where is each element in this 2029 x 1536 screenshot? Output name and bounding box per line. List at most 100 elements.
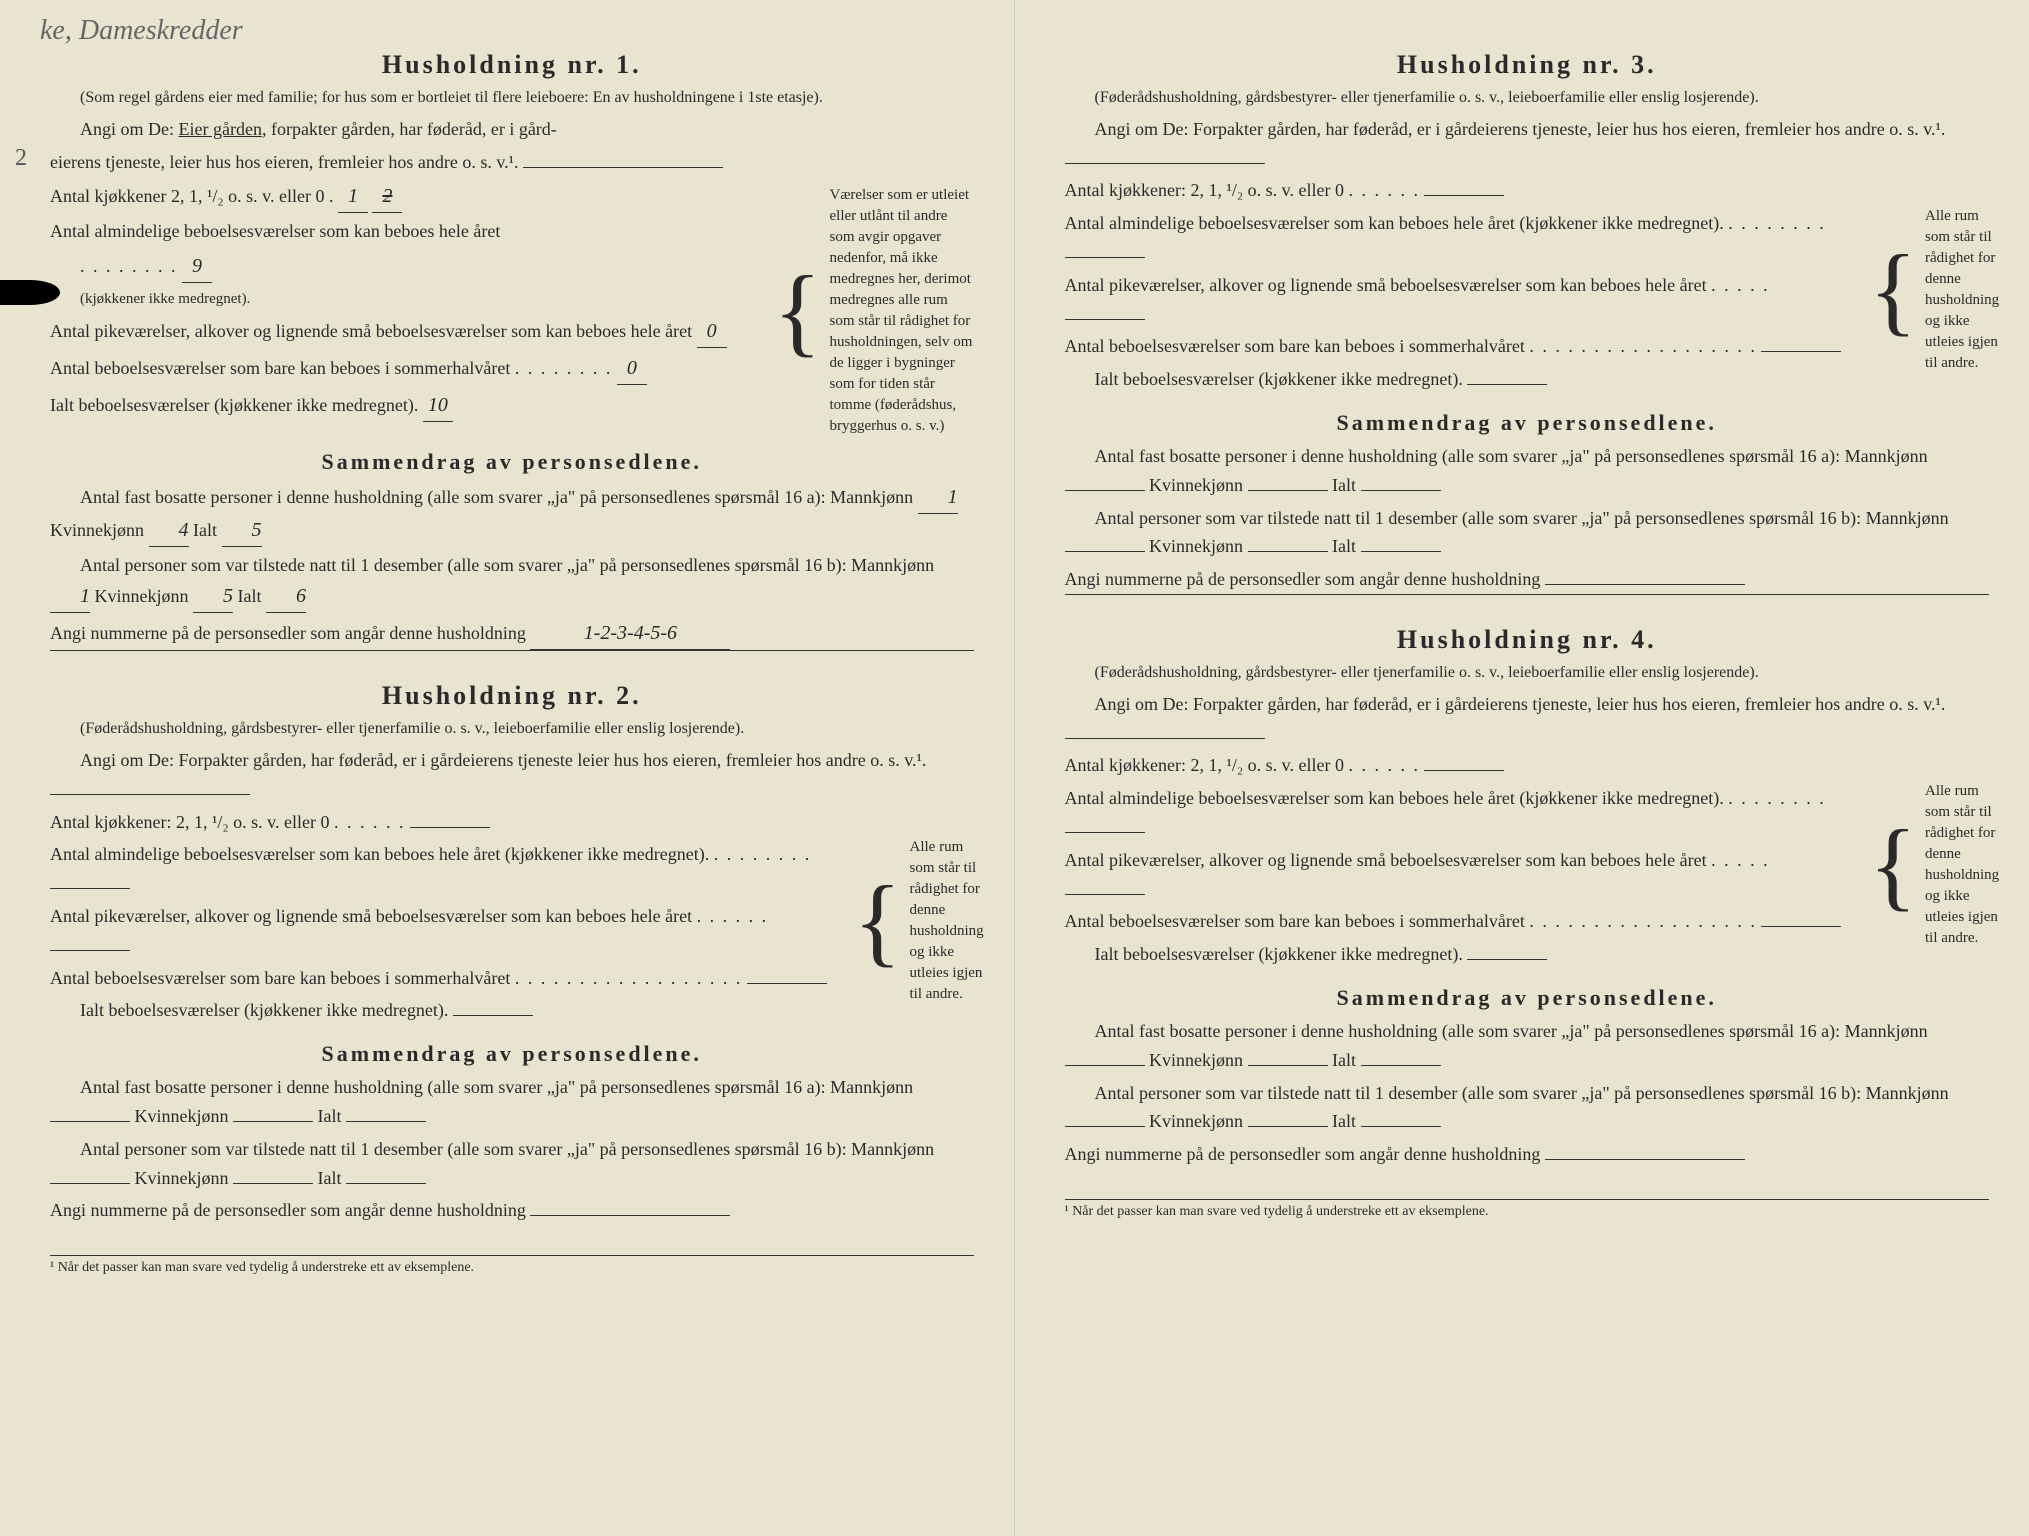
kj-dots-4: . . . . . . bbox=[1348, 755, 1420, 775]
fast-3: Antal fast bosatte personer i denne hush… bbox=[1065, 442, 1990, 500]
sommer-3: Antal beboelsesværelser som bare kan beb… bbox=[1065, 332, 1850, 361]
angi-num-fill-4 bbox=[1545, 1159, 1745, 1160]
fast-k-label: Kvinnekjønn bbox=[50, 520, 144, 540]
angi-num-label-2: Angi nummerne på de personsedler som ang… bbox=[50, 1200, 526, 1220]
alm-4: Antal almindelige beboelsesværelser som … bbox=[1065, 784, 1850, 842]
household-4-angi: Angi om De: Forpakter gården, har føderå… bbox=[1065, 690, 1990, 748]
household-1-angi: Angi om De: Eier gården, forpakter gårde… bbox=[50, 115, 974, 144]
tilstede-ialt-3 bbox=[1361, 551, 1441, 552]
alm-label-2: Antal almindelige beboelsesværelser som … bbox=[50, 844, 709, 864]
angi-num-4: Angi nummerne på de personsedler som ang… bbox=[1065, 1140, 1990, 1169]
tilstede-label-2: Antal personer som var tilstede natt til… bbox=[80, 1139, 934, 1159]
angi-text-2: Forpakter gården, har føderåd, er i gård… bbox=[179, 750, 927, 770]
angi-num-fill-3 bbox=[1545, 584, 1745, 585]
brace-icon-2: { bbox=[854, 896, 902, 946]
fast-k-4 bbox=[1248, 1065, 1328, 1066]
tilstede-k-2 bbox=[233, 1183, 313, 1184]
ialt-label-3b: Ialt bbox=[1332, 536, 1356, 556]
fast-4: Antal fast bosatte personer i denne hush… bbox=[1065, 1017, 1990, 1075]
kv-label-3: Kvinnekjønn bbox=[1149, 536, 1243, 556]
side-note-text-3: Alle rum som står til rådighet for denne… bbox=[1925, 206, 1999, 374]
sommer-4: Antal beboelsesværelser som bare kan beb… bbox=[1065, 907, 1850, 936]
kv-label: Kvinnekjønn bbox=[95, 586, 189, 606]
angi-prefix-2: Angi om De: bbox=[80, 750, 174, 770]
summary-title-3: Sammendrag av personsedlene. bbox=[1065, 410, 1990, 436]
alm-2: Antal almindelige beboelsesværelser som … bbox=[50, 840, 834, 898]
angi-num-3: Angi nummerne på de personsedler som ang… bbox=[1065, 565, 1990, 595]
tilstede-4: Antal personer som var tilstede natt til… bbox=[1065, 1079, 1990, 1137]
angi-fill bbox=[523, 167, 723, 168]
pike-label-2: Antal pikeværelser, alkover og lignende … bbox=[50, 906, 692, 926]
angi-underline: Eier gården bbox=[179, 119, 262, 139]
sommer-label-3: Antal beboelsesværelser som bare kan beb… bbox=[1065, 336, 1525, 356]
alm-fill-3 bbox=[1065, 257, 1145, 258]
side-note-1: { Værelser som er utleiet eller utlånt t… bbox=[774, 180, 974, 437]
kjokken-2: Antal kjøkkener: 2, 1, ¹/₂ o. s. v. elle… bbox=[50, 808, 834, 837]
side-note-text-2: Alle rum som står til rådighet for denne… bbox=[910, 837, 984, 1005]
kj-dots-2: . . . . . . bbox=[334, 812, 406, 832]
brace-icon-3: { bbox=[1869, 265, 1917, 315]
ialt-label-2b: Ialt bbox=[318, 1168, 342, 1188]
household-1: Husholdning nr. 1. (Som regel gårdens ei… bbox=[50, 50, 974, 651]
alm-fill-4 bbox=[1065, 832, 1145, 833]
summary-title-2: Sammendrag av personsedlene. bbox=[50, 1041, 974, 1067]
sommer-dots-4: . . . . . . . . . . . . . . . . . . bbox=[1529, 911, 1757, 931]
fi-label-3: Ialt bbox=[1332, 475, 1356, 495]
household-4-title: Husholdning nr. 4. bbox=[1065, 625, 1990, 655]
sommer-dots-2: . . . . . . . . . . . . . . . . . . bbox=[515, 968, 743, 988]
ialt-3: Ialt beboelsesværelser (kjøkkener ikke m… bbox=[1065, 365, 1850, 394]
ialt-label-3: Ialt beboelsesværelser (kjøkkener ikke m… bbox=[1095, 369, 1463, 389]
rooms-left-4: Antal kjøkkener: 2, 1, ¹/₂ o. s. v. elle… bbox=[1065, 751, 1850, 973]
fast-label: Antal fast bosatte personer i denne hush… bbox=[80, 487, 913, 507]
tilstede-m-2 bbox=[50, 1183, 130, 1184]
fk-label-2: Kvinnekjønn bbox=[135, 1106, 229, 1126]
ialt-val: 10 bbox=[423, 389, 453, 422]
alm-label: Antal almindelige beboelsesværelser som … bbox=[50, 221, 500, 241]
kjokken-strike: 2 bbox=[372, 180, 402, 213]
angi-num-label: Angi nummerne på de personsedler som ang… bbox=[50, 623, 526, 643]
fast-label-4: Antal fast bosatte personer i denne hush… bbox=[1095, 1021, 1928, 1041]
kj-fill-3 bbox=[1424, 195, 1504, 196]
sommer-fill-4 bbox=[1761, 926, 1841, 927]
fast-ialt-label: Ialt bbox=[193, 520, 217, 540]
fast-label-3: Antal fast bosatte personer i denne hush… bbox=[1095, 446, 1928, 466]
tilstede-m: 1 bbox=[50, 580, 90, 613]
tilstede-m-4 bbox=[1065, 1126, 1145, 1127]
angi-fill-3 bbox=[1065, 163, 1265, 164]
alm-val: 9 bbox=[182, 250, 212, 283]
angi-num-label-4: Angi nummerne på de personsedler som ang… bbox=[1065, 1144, 1541, 1164]
ialt-2: Ialt beboelsesværelser (kjøkkener ikke m… bbox=[50, 996, 834, 1025]
household-1-subtitle: (Som regel gårdens eier med familie; for… bbox=[50, 88, 974, 109]
household-3-angi: Angi om De: Forpakter gården, har føderå… bbox=[1065, 115, 1990, 173]
pike-dots-3: . . . . . bbox=[1711, 275, 1770, 295]
fast-m: 1 bbox=[918, 481, 958, 514]
fast-ialt-4 bbox=[1361, 1065, 1441, 1066]
fast-m-3 bbox=[1065, 490, 1145, 491]
fast-label-2: Antal fast bosatte personer i denne hush… bbox=[80, 1077, 913, 1097]
household-3-rooms: Antal kjøkkener: 2, 1, ¹/₂ o. s. v. elle… bbox=[1065, 176, 1990, 398]
sommer-val: 0 bbox=[617, 352, 647, 385]
tilstede-k-4 bbox=[1248, 1126, 1328, 1127]
household-2: Husholdning nr. 2. (Føderådshusholdning,… bbox=[50, 681, 974, 1225]
tilstede-line-1: Antal personer som var tilstede natt til… bbox=[50, 551, 974, 613]
fast-k-3 bbox=[1248, 490, 1328, 491]
left-page: ke, Dameskredder 2 Husholdning nr. 1. (S… bbox=[0, 0, 1015, 1536]
alm-dots: . . . . . . . . bbox=[80, 256, 178, 276]
pike-label-3: Antal pikeværelser, alkover og lignende … bbox=[1065, 275, 1707, 295]
kj-fill-2 bbox=[410, 827, 490, 828]
ialt-label-4: Ialt beboelsesværelser (kjøkkener ikke m… bbox=[1095, 944, 1463, 964]
sommer-dots-3: . . . . . . . . . . . . . . . . . . bbox=[1529, 336, 1757, 356]
pike-line: Antal pikeværelser, alkover og lignende … bbox=[50, 315, 754, 348]
right-page: Husholdning nr. 3. (Føderådshusholdning,… bbox=[1015, 0, 2029, 1536]
kj-fill-4 bbox=[1424, 770, 1504, 771]
side-note-2: { Alle rum som står til rådighet for den… bbox=[854, 808, 974, 1030]
fast-line-1: Antal fast bosatte personer i denne hush… bbox=[50, 481, 974, 547]
alm-dots-4: . . . . . . . . bbox=[1728, 788, 1826, 808]
fast-2: Antal fast bosatte personer i denne hush… bbox=[50, 1073, 974, 1131]
pike-4: Antal pikeværelser, alkover og lignende … bbox=[1065, 846, 1850, 904]
fast-k-2 bbox=[233, 1121, 313, 1122]
fast-ialt-3 bbox=[1361, 490, 1441, 491]
ialt-4: Ialt beboelsesværelser (kjøkkener ikke m… bbox=[1065, 940, 1850, 969]
tilstede-label-4: Antal personer som var tilstede natt til… bbox=[1095, 1083, 1949, 1103]
sommer-label-4: Antal beboelsesværelser som bare kan beb… bbox=[1065, 911, 1525, 931]
